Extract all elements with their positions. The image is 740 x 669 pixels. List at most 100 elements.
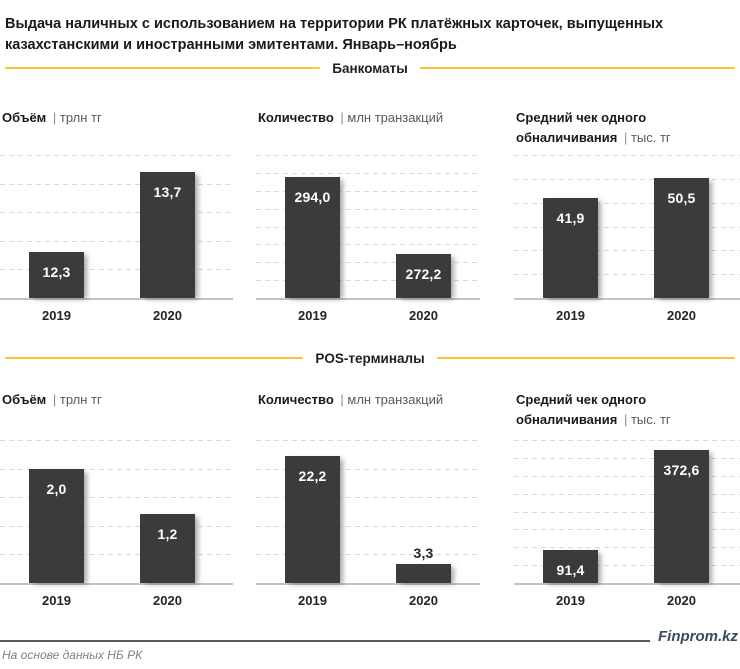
gridline bbox=[514, 475, 740, 477]
chart-metric-label: Объём bbox=[2, 110, 47, 125]
x-label-2019: 2019 bbox=[556, 593, 585, 608]
chart-unit-label: тыс. тг bbox=[621, 130, 671, 145]
divider-line-left bbox=[5, 357, 304, 359]
bar-value-label: 91,4 bbox=[556, 562, 585, 579]
bar-value-label: 22,2 bbox=[298, 468, 327, 484]
chart-header: Средний чек одного обналичивания тыс. тг bbox=[516, 390, 740, 430]
x-label-2020: 2020 bbox=[409, 593, 438, 608]
gridline bbox=[256, 172, 480, 174]
gridline bbox=[0, 440, 233, 441]
gridline bbox=[256, 525, 480, 527]
bar-value-label: 2,0 bbox=[46, 480, 67, 497]
bar-value-label: 50,5 bbox=[667, 189, 696, 206]
bar-2019: 2,0 bbox=[29, 468, 84, 583]
bar-value-label: 12,3 bbox=[42, 264, 71, 281]
x-axis: 2019 2020 bbox=[256, 593, 480, 609]
bar-2020: 272,2 bbox=[396, 254, 451, 298]
gridline bbox=[0, 240, 233, 242]
x-axis: 2019 2020 bbox=[256, 308, 480, 324]
gridline bbox=[256, 440, 480, 441]
gridline bbox=[514, 565, 740, 567]
section-title-atm: Банкоматы bbox=[332, 60, 408, 76]
chart-header: Количество млн транзакций bbox=[258, 108, 480, 128]
chart-pos-transactions: Количество млн транзакций 22,2 3,3 2019 … bbox=[256, 377, 480, 622]
gridline bbox=[514, 440, 740, 441]
gridline bbox=[0, 497, 233, 499]
x-label-2019: 2019 bbox=[42, 593, 71, 608]
gridline bbox=[256, 190, 480, 192]
plot-area: 91,4 372,6 bbox=[514, 440, 740, 585]
bar-2019: 41,9 bbox=[543, 198, 598, 298]
bar-value-label: 272,2 bbox=[405, 266, 442, 283]
gridline bbox=[514, 274, 740, 276]
gridline bbox=[256, 208, 480, 210]
chart-unit-label: млн транзакций bbox=[337, 392, 443, 407]
x-axis: 2019 2020 bbox=[0, 308, 233, 324]
chart-unit-label: трлн тг bbox=[50, 392, 102, 407]
x-label-2019: 2019 bbox=[298, 593, 327, 608]
bar-2020: 3,3 bbox=[396, 545, 451, 583]
gridline bbox=[0, 183, 233, 185]
bar-value-label: 294,0 bbox=[294, 188, 331, 205]
chart-header: Количество млн транзакций bbox=[258, 390, 480, 410]
x-label-2020: 2020 bbox=[409, 308, 438, 323]
chart-unit-label: тыс. тг bbox=[621, 412, 671, 427]
chart-unit-label: трлн тг bbox=[50, 110, 102, 125]
x-label-2019: 2019 bbox=[556, 308, 585, 323]
chart-metric-label: Объём bbox=[2, 392, 47, 407]
gridline bbox=[514, 155, 740, 156]
bar-value-label: 1,2 bbox=[157, 526, 178, 543]
footer-divider-line bbox=[0, 640, 650, 642]
bar-value-label: 3,3 bbox=[413, 545, 434, 562]
chart-atm-volume: Объём трлн тг 12,3 13,7 2019 2020 bbox=[0, 95, 233, 340]
chart-metric-label: Количество bbox=[258, 392, 334, 407]
gridline bbox=[256, 468, 480, 470]
x-label-2020: 2020 bbox=[153, 593, 182, 608]
x-axis: 2019 2020 bbox=[514, 593, 740, 609]
gridline bbox=[514, 547, 740, 549]
x-label-2020: 2020 bbox=[667, 593, 696, 608]
plot-area: 41,9 50,5 bbox=[514, 155, 740, 300]
gridline bbox=[256, 244, 480, 246]
plot-area: 294,0 272,2 bbox=[256, 155, 480, 300]
gridline bbox=[514, 493, 740, 495]
bar-value-label: 372,6 bbox=[663, 461, 700, 478]
chart-header: Объём трлн тг bbox=[2, 108, 233, 128]
gridline bbox=[514, 457, 740, 459]
bar-2020: 372,6 bbox=[654, 449, 709, 583]
plot-area: 12,3 13,7 bbox=[0, 155, 233, 300]
section-title-pos: POS-терминалы bbox=[315, 350, 425, 366]
x-label-2020: 2020 bbox=[667, 308, 696, 323]
chart-header: Средний чек одного обналичивания тыс. тг bbox=[516, 108, 740, 148]
gridline bbox=[514, 511, 740, 513]
gridline bbox=[256, 497, 480, 499]
gridline bbox=[0, 554, 233, 556]
gridline bbox=[256, 155, 480, 156]
chart-metric-label: Количество bbox=[258, 110, 334, 125]
gridline bbox=[514, 178, 740, 180]
bar-value-label: 41,9 bbox=[556, 210, 585, 227]
section-divider-pos: POS-терминалы bbox=[5, 348, 735, 368]
plot-area: 22,2 3,3 bbox=[256, 440, 480, 585]
bar-2020: 13,7 bbox=[140, 172, 195, 298]
chart-metric-label: Средний чек одного обналичивания bbox=[516, 392, 647, 427]
bar-2019: 12,3 bbox=[29, 252, 84, 298]
gridline bbox=[256, 280, 480, 282]
divider-line-left bbox=[5, 67, 321, 69]
gridline bbox=[256, 262, 480, 264]
chart-metric-label: Средний чек одного обналичивания bbox=[516, 110, 647, 145]
divider-line-right bbox=[419, 67, 736, 69]
gridline bbox=[0, 269, 233, 271]
gridline bbox=[514, 226, 740, 228]
bar-2020: 1,2 bbox=[140, 514, 195, 583]
x-axis: 2019 2020 bbox=[0, 593, 233, 609]
chart-unit-label: млн транзакций bbox=[337, 110, 443, 125]
section-divider-atm: Банкоматы bbox=[5, 58, 736, 78]
chart-pos-volume: Объём трлн тг 2,0 1,2 2019 2020 bbox=[0, 377, 233, 622]
x-label-2020: 2020 bbox=[153, 308, 182, 323]
x-label-2019: 2019 bbox=[298, 308, 327, 323]
gridline bbox=[0, 212, 233, 214]
gridline bbox=[514, 529, 740, 531]
gridline bbox=[0, 525, 233, 527]
page-title: Выдача наличных с использованием на терр… bbox=[5, 15, 664, 53]
